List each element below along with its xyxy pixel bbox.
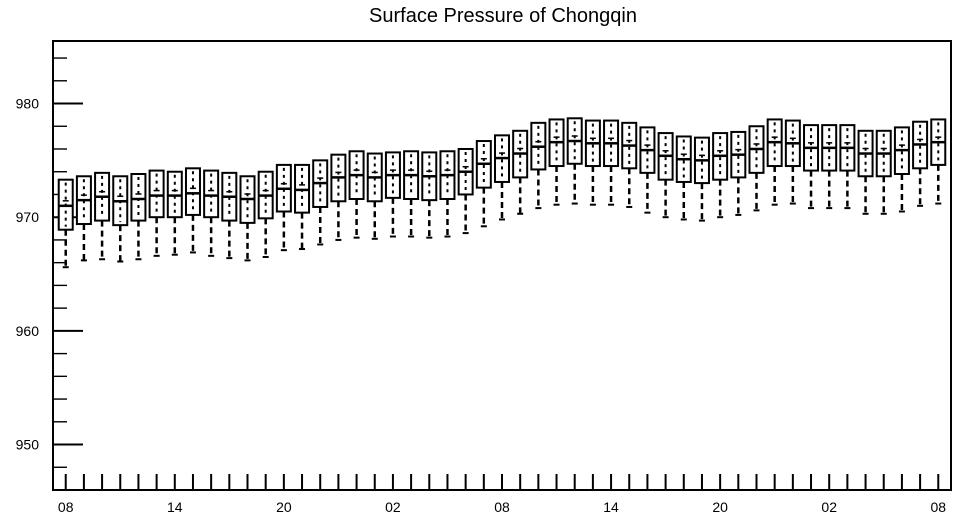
y-tick-label: 970 <box>16 209 40 225</box>
box-body <box>130 172 147 222</box>
y-tick-label: 950 <box>16 437 40 453</box>
x-tick-label: 20 <box>712 499 728 515</box>
x-tick-label: 14 <box>603 499 619 515</box>
box-body <box>203 169 220 219</box>
box-body <box>148 169 165 219</box>
x-tick-label: 14 <box>167 499 183 515</box>
x-tick-label: 08 <box>494 499 510 515</box>
x-tick-label: 08 <box>58 499 74 515</box>
x-tick-label: 02 <box>385 499 401 515</box>
y-tick-label: 980 <box>16 96 40 112</box>
x-tick-label: 08 <box>930 499 946 515</box>
x-tick-label: 02 <box>821 499 837 515</box>
plot-frame <box>52 40 952 491</box>
y-tick-label: 960 <box>16 323 40 339</box>
chart-title: Surface Pressure of Chongqin <box>369 5 637 27</box>
plot-area: 950 960 970 980 08 14 20 02 08 14 20 02 08 <box>16 40 952 515</box>
x-tick-label: 20 <box>276 499 292 515</box>
box-body <box>184 167 201 216</box>
